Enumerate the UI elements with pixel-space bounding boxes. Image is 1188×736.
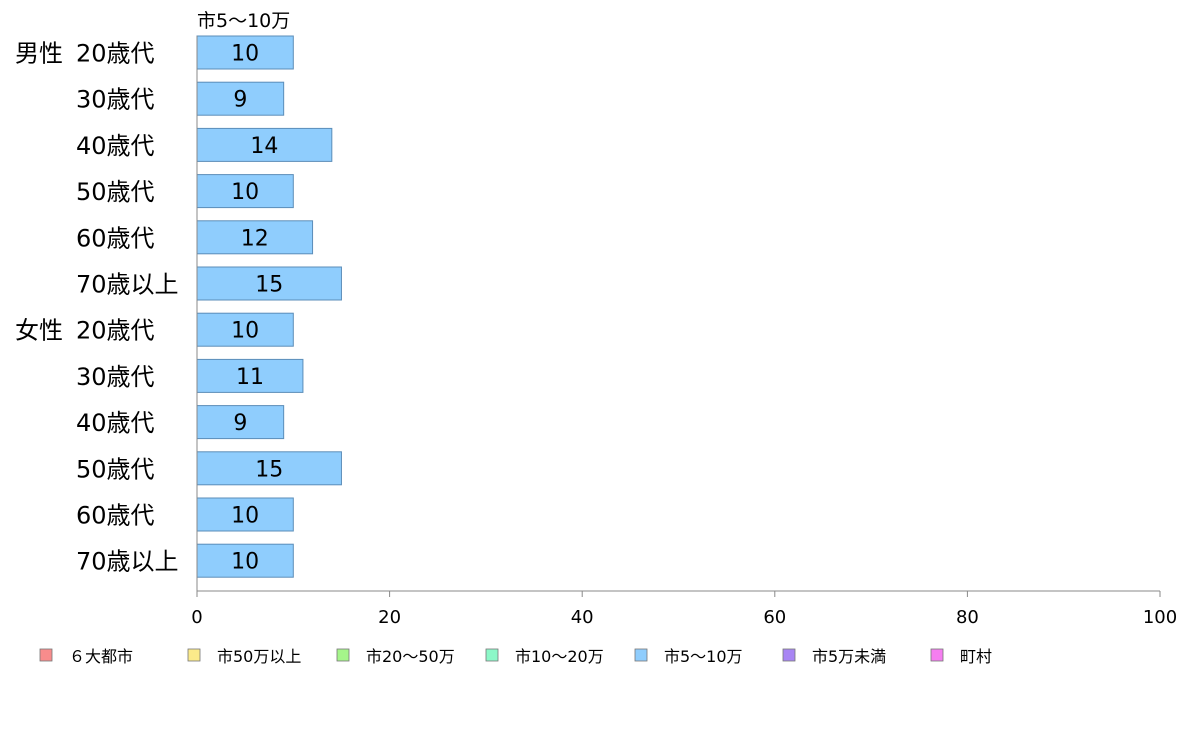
legend-label: 町村: [960, 647, 992, 666]
bar: [196, 81, 285, 116]
age-label: 70歳以上: [76, 271, 179, 299]
bar-value-label: 10: [231, 550, 259, 575]
legend-label: 市5万未満: [812, 647, 886, 666]
legend-label: 市20〜50万: [366, 647, 455, 666]
gender-label: 女性: [15, 317, 63, 345]
bar-value-label: 9: [233, 88, 247, 113]
bar-value-label: 11: [236, 365, 264, 390]
bar: [196, 174, 294, 209]
bar-value-label: 9: [233, 411, 247, 436]
legend-swatch: [485, 648, 499, 662]
age-label: 60歳代: [76, 224, 155, 252]
legend-swatch: [187, 648, 201, 662]
x-tick-label: 40: [571, 607, 594, 628]
x-tick-label: 20: [378, 607, 401, 628]
x-axis: 0 20 40 60 80 100: [191, 36, 1177, 628]
bar: [196, 543, 294, 578]
gender-label: 男性: [15, 40, 63, 68]
age-label: 60歳代: [76, 502, 155, 530]
legend-swatch: [39, 648, 53, 662]
bar-value-label: 10: [231, 504, 259, 529]
bar-value-label: 10: [231, 42, 259, 67]
bar: [196, 220, 314, 255]
bar: [196, 451, 342, 486]
legend-swatch: [634, 648, 648, 662]
legend-swatch: [782, 648, 796, 662]
bar: [196, 35, 294, 70]
age-label: 30歳代: [76, 363, 155, 391]
bar-value-label: 10: [231, 180, 259, 205]
age-label: 70歳以上: [76, 548, 179, 576]
bar-value-label: 14: [250, 134, 278, 159]
x-tick-label: 100: [1143, 607, 1177, 628]
legend-swatch: [336, 648, 350, 662]
legend-label: 市5〜10万: [664, 647, 743, 666]
legend-swatch: [930, 648, 944, 662]
series-title: 市5〜10万: [197, 10, 290, 32]
age-label: 30歳代: [76, 86, 155, 114]
bar-value-label: 15: [255, 273, 283, 298]
bar-value-label: 12: [241, 226, 269, 251]
age-label: 50歳代: [76, 455, 155, 483]
bar: [196, 127, 333, 162]
x-tick-label: 80: [956, 607, 979, 628]
legend: ６大都市 市50万以上 市20〜50万 市10〜20万 市5〜10万 市5万未満 町村: [39, 647, 992, 666]
legend-label: ６大都市: [69, 647, 133, 666]
x-tick-label: 60: [763, 607, 786, 628]
bar: [196, 312, 294, 347]
bar: [196, 497, 294, 532]
age-label: 40歳代: [76, 409, 155, 437]
x-tick-label: 0: [191, 607, 202, 628]
age-label: 50歳代: [76, 178, 155, 206]
bar-value-label: 10: [231, 319, 259, 344]
age-label: 20歳代: [76, 40, 155, 68]
bar-value-label: 15: [255, 457, 283, 482]
age-label: 20歳代: [76, 317, 155, 345]
legend-label: 市50万以上: [217, 647, 301, 666]
age-label: 40歳代: [76, 132, 155, 160]
legend-label: 市10〜20万: [515, 647, 604, 666]
